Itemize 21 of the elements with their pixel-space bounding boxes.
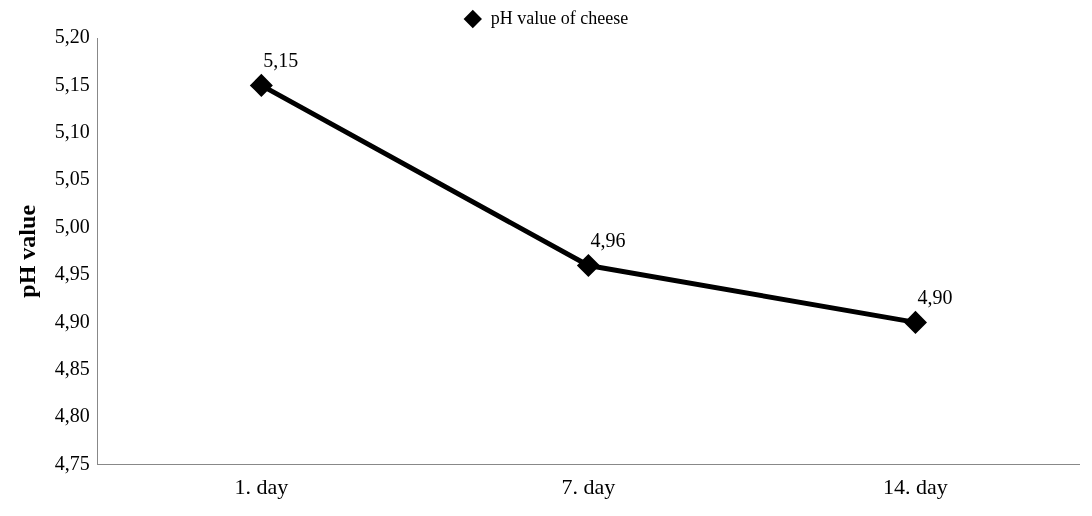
y-axis-title: pH value <box>13 204 40 298</box>
legend-label: pH value of cheese <box>490 7 629 28</box>
y-tick-label: 5,00 <box>54 214 90 237</box>
y-tick-label: 4,90 <box>54 309 90 332</box>
data-label: 5,15 <box>263 48 299 71</box>
point <box>250 74 272 96</box>
y-tick-label: 4,75 <box>54 451 90 474</box>
y-tick-label: 4,80 <box>54 404 90 427</box>
y-tick-label: 5,20 <box>54 25 90 48</box>
y-tick-label: 4,85 <box>54 357 90 380</box>
point <box>904 311 926 333</box>
y-tick-label: 5,15 <box>54 72 90 95</box>
x-tick-label: 1. day <box>234 473 289 499</box>
y-tick-label: 5,10 <box>54 120 90 143</box>
data-label: 4,96 <box>590 228 626 251</box>
x-tick-label: 7. day <box>561 473 616 499</box>
y-tick-label: 5,05 <box>54 167 90 190</box>
point <box>577 255 599 277</box>
y-tick-label: 4,95 <box>54 262 90 285</box>
x-tick-label: 14. day <box>883 473 948 499</box>
data-label: 4,90 <box>917 285 953 308</box>
